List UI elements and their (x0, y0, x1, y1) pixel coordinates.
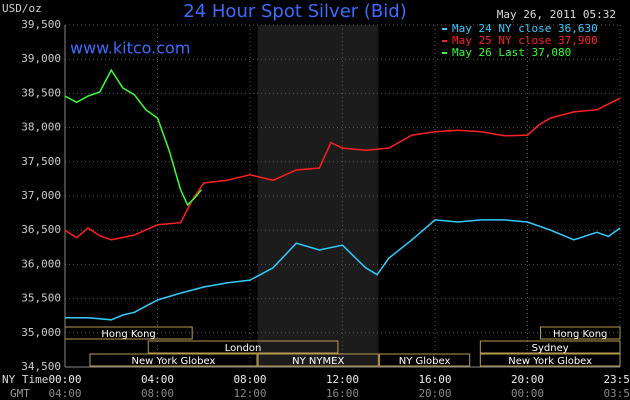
y-tick-label: 35,000 (21, 326, 61, 339)
chart-title: 24 Hour Spot Silver (Bid) (183, 1, 406, 22)
y-tick-label: 39,000 (21, 52, 61, 65)
session-label: NY NYMEX (292, 356, 344, 367)
x2-tick-label: 08:00 (141, 387, 174, 400)
x2-tick-label: 03:59 (603, 387, 630, 400)
x2-tick-label: 04:00 (48, 387, 81, 400)
session-label: New York Globex (508, 356, 592, 367)
session-label: New York Globex (132, 356, 216, 367)
x-tick-label: 12:00 (326, 373, 359, 386)
y-tick-label: 38,500 (21, 86, 61, 99)
legend-swatch (442, 28, 447, 30)
watermark: www.kitco.com (70, 39, 190, 58)
session-label: NY Globex (399, 356, 451, 367)
x2-axis-label: GMT (10, 387, 30, 400)
y-axis-label: USD/oz (2, 2, 42, 15)
session-box (379, 353, 471, 367)
session-box (539, 326, 621, 340)
x-tick-label: 16:00 (418, 373, 451, 386)
x2-tick-label: 20:00 (418, 387, 451, 400)
y-tick-label: 39,500 (21, 18, 61, 31)
x-tick-label: 23:59 (603, 373, 630, 386)
legend-entry: May 26 Last 37,080 (452, 46, 571, 59)
legend-swatch (442, 40, 447, 42)
series-line (64, 68, 202, 207)
y-tick-label: 37,000 (21, 189, 61, 202)
session-label: Hong Kong (553, 329, 607, 340)
x-tick-label: 00:00 (48, 373, 81, 386)
x2-tick-label: 16:00 (326, 387, 359, 400)
legend-swatch (442, 52, 447, 54)
session-box (479, 340, 621, 354)
y-tick-label: 35,500 (21, 292, 61, 305)
x-axis-label: NY Time (2, 373, 48, 386)
x2-tick-label: 00:00 (511, 387, 544, 400)
session-box (479, 353, 621, 367)
series-line (65, 219, 621, 321)
session-box (147, 340, 339, 354)
session-box (89, 353, 258, 367)
session-box (257, 353, 379, 367)
y-tick-label: 37,500 (21, 155, 61, 168)
x-tick-label: 20:00 (511, 373, 544, 386)
y-tick-label: 36,000 (21, 257, 61, 270)
y-tick-label: 38,000 (21, 121, 61, 134)
legend-entry: May 25 NY close 37,900 (452, 34, 598, 47)
legend-entry: May 24 NY close 36,630 (452, 22, 598, 35)
session-label: London (225, 343, 262, 354)
y-tick-label: 36,500 (21, 223, 61, 236)
x-tick-label: 08:00 (233, 373, 266, 386)
series-line (64, 97, 621, 241)
session-label: Hong Kong (101, 329, 155, 340)
y-tick-label: 34,500 (21, 360, 61, 373)
timestamp: May 26, 2011 05:32 (497, 8, 616, 21)
x-tick-label: 04:00 (141, 373, 174, 386)
session-label: Sydney (532, 343, 569, 354)
x2-tick-label: 12:00 (233, 387, 266, 400)
